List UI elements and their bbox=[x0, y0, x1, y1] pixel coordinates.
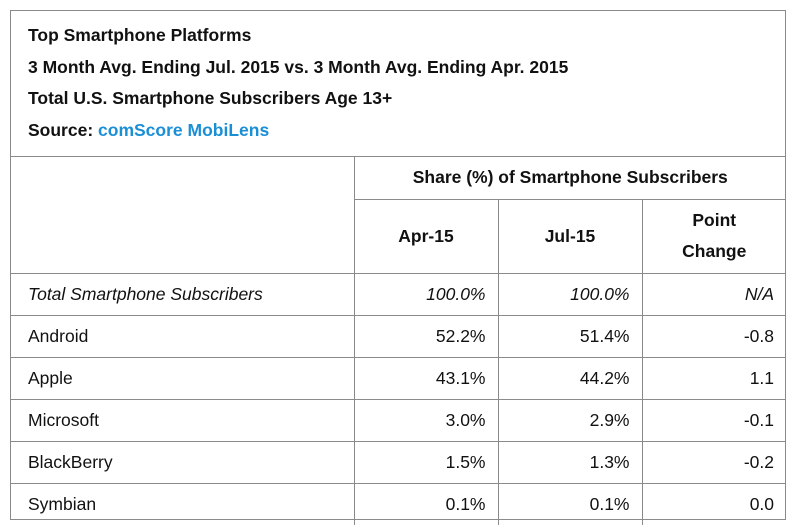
row-label: Symbian bbox=[11, 482, 355, 525]
cell-jul15: 100.0% bbox=[497, 272, 643, 316]
source-value: comScore MobiLens bbox=[98, 119, 270, 140]
row-label: BlackBerry bbox=[11, 440, 355, 484]
source-label: Source: bbox=[28, 119, 94, 140]
row-label: Total Smartphone Subscribers bbox=[11, 272, 355, 316]
cell-jul15: 1.3% bbox=[497, 440, 643, 484]
table-source: Source: comScore MobiLens bbox=[28, 115, 785, 147]
table-period: 3 Month Avg. Ending Jul. 2015 vs. 3 Mont… bbox=[28, 56, 569, 77]
row-label: Microsoft bbox=[11, 398, 355, 442]
cell-jul15: 51.4% bbox=[497, 314, 643, 358]
cell-apr15: 43.1% bbox=[353, 356, 499, 400]
column-header-change-line1: Point bbox=[692, 210, 737, 230]
table-frame: Top Smartphone Platforms 3 Month Avg. En… bbox=[10, 10, 787, 525]
table-row-total: Total Smartphone Subscribers 100.0% 100.… bbox=[11, 272, 787, 316]
table-row-symbian: Symbian 0.1% 0.1% 0.0 bbox=[11, 482, 787, 525]
cell-apr15: 0.1% bbox=[353, 482, 499, 525]
table-row-apple: Apple 43.1% 44.2% 1.1 bbox=[11, 356, 787, 400]
cell-apr15: 52.2% bbox=[353, 314, 499, 358]
cell-change: -0.1 bbox=[641, 398, 787, 442]
table-header: Top Smartphone Platforms 3 Month Avg. En… bbox=[11, 11, 785, 157]
empty-corner-cell bbox=[11, 157, 355, 274]
cell-jul15: 0.1% bbox=[497, 482, 643, 525]
column-header-change-line2: Change bbox=[682, 241, 747, 261]
table-universe: Total U.S. Smartphone Subscribers Age 13… bbox=[28, 88, 393, 108]
data-table: Share (%) of Smartphone Subscribers Apr-… bbox=[11, 157, 787, 525]
table-title: Top Smartphone Platforms bbox=[28, 25, 252, 45]
column-header-apr15: Apr-15 bbox=[354, 198, 499, 274]
cell-change: -0.2 bbox=[641, 440, 787, 484]
cell-change: 0.0 bbox=[641, 482, 787, 525]
cell-apr15: 1.5% bbox=[353, 440, 499, 484]
table-row-android: Android 52.2% 51.4% -0.8 bbox=[11, 314, 787, 358]
cell-apr15: 100.0% bbox=[353, 272, 499, 316]
row-label: Apple bbox=[11, 356, 355, 400]
cell-apr15: 3.0% bbox=[353, 398, 499, 442]
table-row-microsoft: Microsoft 3.0% 2.9% -0.1 bbox=[11, 398, 787, 442]
column-header-change: Point Change bbox=[641, 198, 787, 274]
cell-change: -0.8 bbox=[641, 314, 787, 358]
group-header: Share (%) of Smartphone Subscribers bbox=[353, 157, 787, 200]
cell-change: N/A bbox=[641, 272, 787, 316]
column-header-jul15: Jul-15 bbox=[497, 198, 643, 274]
cell-jul15: 44.2% bbox=[497, 356, 643, 400]
table-row-blackberry: BlackBerry 1.5% 1.3% -0.2 bbox=[11, 440, 787, 484]
row-label: Android bbox=[11, 314, 355, 358]
cell-change: 1.1 bbox=[641, 356, 787, 400]
cell-jul15: 2.9% bbox=[497, 398, 643, 442]
